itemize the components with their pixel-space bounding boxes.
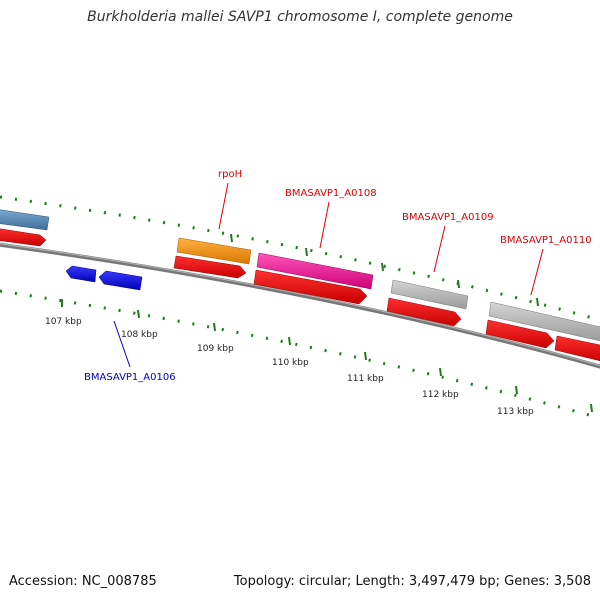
outer-major-tick [381,262,384,272]
outer-tick-ruler [0,195,600,322]
gene-feature-bmasavp1-a0109[interactable] [390,279,469,310]
inner-major-tick [288,336,291,346]
inner-tick-ruler [0,289,600,420]
outer-major-tick [305,247,308,257]
leader-bmasavp1-a0108 [319,201,330,249]
gene-feature-bmasavp1-a0110[interactable] [488,301,600,342]
outer-major-tick [536,297,539,307]
leader-bmasavp1-a0106 [113,320,131,368]
cds-arrow[interactable] [253,269,368,305]
inner-major-tick [213,322,216,332]
inner-major-tick [439,367,442,377]
scale-labels: 107 kbp 108 kbp 109 kbp 110 kbp 111 kbp … [45,317,534,417]
reverse-gene-arrow[interactable] [98,270,143,291]
genome-backbone-highlight [0,243,600,367]
genome-backbone [0,242,600,369]
scale-label: 110 kbp [272,358,309,368]
forward-gene-track [0,209,600,342]
cds-arrow[interactable] [173,255,247,279]
cds-arrow[interactable] [485,319,555,349]
scale-label: 111 kbp [347,374,384,384]
reverse-gene-arrow[interactable] [65,265,97,283]
cds-arrow[interactable] [386,297,462,327]
inner-major-tick [137,309,140,319]
gene-feature-rpoh[interactable] [176,237,252,265]
scale-label: 108 kbp [121,330,158,340]
leader-rpoh [218,182,229,230]
scale-label: 112 kbp [422,390,459,400]
gene-feature-bmasavp1-a0108[interactable] [256,252,374,290]
inner-major-tick [515,385,518,395]
cds-arrow[interactable] [554,335,600,362]
leader-bmasavp1-a0109 [433,225,446,273]
inner-major-tick [590,403,593,413]
label-leaders [113,182,544,368]
gene-label-rpoh[interactable]: rpoH [218,169,242,180]
gene-label-bmasavp1-a0110[interactable]: BMASAVP1_A0110 [500,235,592,246]
reverse-gene-track [65,265,143,291]
gene-label-bmasavp1-a0106[interactable]: BMASAVP1_A0106 [84,372,176,383]
map-title: Burkholderia mallei SAVP1 chromosome I, … [87,9,513,25]
gene-label-bmasavp1-a0108[interactable]: BMASAVP1_A0108 [285,188,377,199]
gene-labels: rpoH BMASAVP1_A0108 BMASAVP1_A0109 BMASA… [84,169,592,383]
scale-label: 113 kbp [497,407,534,417]
cds-track [0,228,600,362]
cds-arrow[interactable] [0,228,47,247]
scale-label: 107 kbp [45,317,82,327]
accession-text: Accession: NC_008785 [9,574,157,589]
gene-feature-steel[interactable] [0,209,50,231]
outer-major-tick [457,279,460,289]
gene-label-bmasavp1-a0109[interactable]: BMASAVP1_A0109 [402,212,494,223]
leader-bmasavp1-a0110 [530,248,544,296]
inner-major-tick [364,351,367,361]
genome-summary-text: Topology: circular; Length: 3,497,479 bp… [233,574,591,589]
outer-major-tick [230,233,233,243]
scale-label: 109 kbp [197,344,234,354]
